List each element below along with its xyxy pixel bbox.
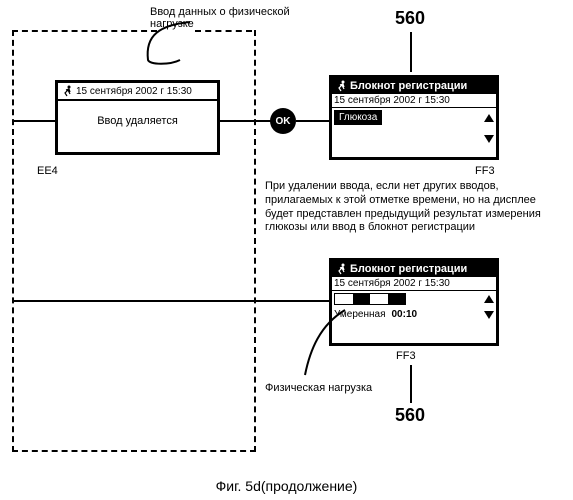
conn-ok-to-ff3a [296,120,329,122]
ff3b-titlebar: Блокнот регистрации [332,261,496,277]
conn-left-to-ff3b [14,300,329,302]
ff3b-time: 00:10 [391,309,417,320]
tick-560-bottom [410,365,412,403]
callout-top-curve [140,20,200,70]
ee4-date: 15 сентября 2002 г 15:30 [76,86,192,97]
dashed-top-segment [12,30,157,32]
box-ff3a: Блокнот регистрации 15 сентября 2002 г 1… [329,75,499,160]
ff3b-title: Блокнот регистрации [350,263,467,275]
description-text: При удалении ввода, если нет других ввод… [265,180,565,235]
ok-badge[interactable]: OK [270,108,296,134]
ff3a-tag: FF3 [475,165,495,177]
ff3a-title: Блокнот регистрации [350,80,467,92]
ref-560-top: 560 [395,8,425,29]
ff3b-bar[interactable] [334,293,406,305]
down-arrow-icon[interactable] [484,311,494,319]
runner-icon [60,84,74,98]
conn-ee4-to-ok [220,120,275,122]
callout-bottom-curve [300,305,360,385]
up-arrow-icon[interactable] [484,295,494,303]
diagram-container: { "callout_top": "Ввод данных о физическ… [0,0,573,500]
ff3a-field-row: Глюкоза [332,108,496,127]
ee4-tag: EE4 [37,165,58,177]
ff3a-field[interactable]: Глюкоза [334,110,382,125]
ff3b-date: 15 сентября 2002 г 15:30 [332,277,496,291]
tick-560-top [410,32,412,72]
ref-560-bottom: 560 [395,405,425,426]
ff3a-date: 15 сентября 2002 г 15:30 [332,94,496,108]
ee4-titlebar: 15 сентября 2002 г 15:30 [58,83,217,101]
ff3a-footer [332,127,496,145]
callout-physical-load: Физическая нагрузка [265,382,372,394]
down-arrow-icon[interactable] [484,135,494,143]
ee4-body: Ввод удаляется [58,101,217,131]
ff3b-tag: FF3 [396,350,416,362]
runner-icon [334,262,348,276]
dashed-top-segment [195,30,252,32]
runner-icon [334,79,348,93]
ff3a-titlebar: Блокнот регистрации [332,78,496,94]
conn-left-to-ee4 [14,120,55,122]
box-ee4: 15 сентября 2002 г 15:30 Ввод удаляется [55,80,220,155]
figure-caption: Фиг. 5d(продолжение) [0,478,573,494]
up-arrow-icon[interactable] [484,114,494,122]
